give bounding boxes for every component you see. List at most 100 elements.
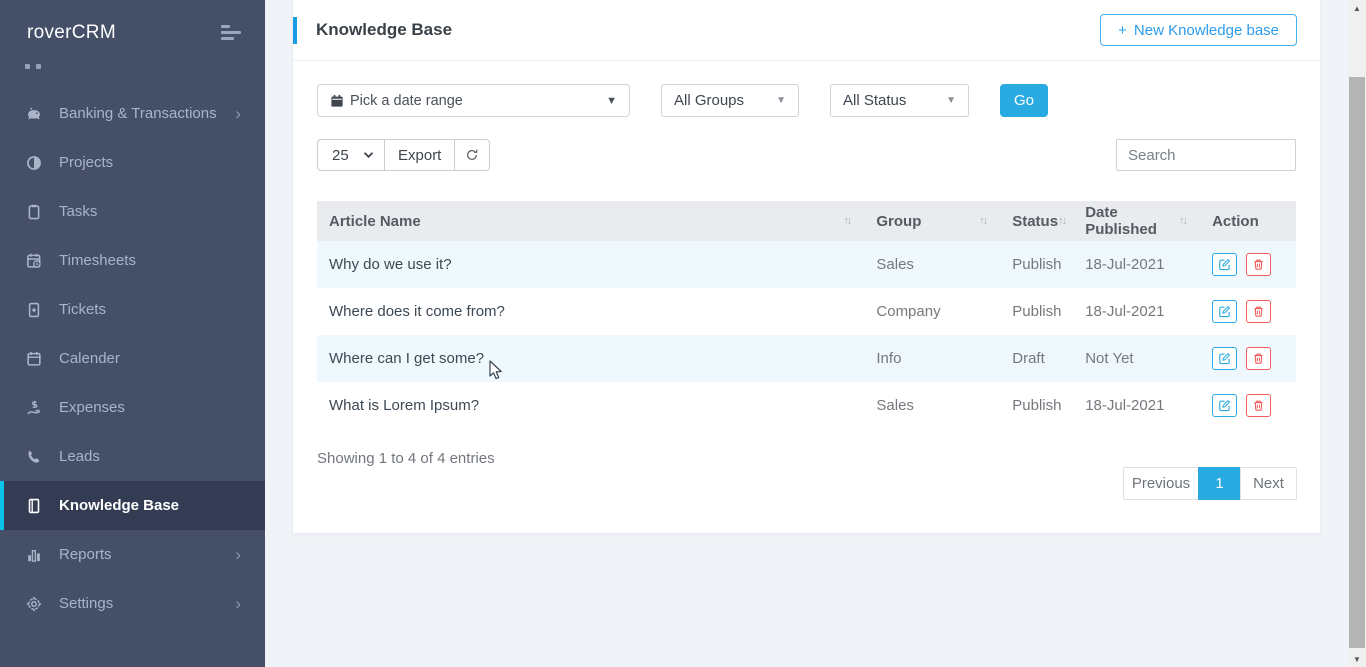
sidebar-item-label: Knowledge Base [59, 497, 180, 514]
column-header-date-published[interactable]: Date Published ↑↓ [1085, 204, 1188, 238]
caret-down-icon: ▼ [776, 95, 786, 106]
article-name-cell: Where does it come from? [329, 303, 505, 320]
page-size-value: 25 [332, 146, 349, 164]
scroll-down-icon[interactable]: ▼ [1353, 654, 1361, 664]
delete-button[interactable] [1246, 394, 1272, 417]
calendar-icon [25, 350, 43, 368]
sidebar-item-calender[interactable]: Calender [0, 334, 265, 383]
export-button[interactable]: Export [384, 139, 456, 171]
edit-button[interactable] [1212, 347, 1238, 370]
delete-button[interactable] [1246, 347, 1272, 370]
group-cell: Info [876, 350, 902, 367]
sort-icon[interactable]: ↑↓ [843, 215, 852, 227]
table-controls: 25 Export [293, 117, 1320, 171]
trash-icon [1254, 353, 1263, 364]
edit-button[interactable] [1212, 394, 1238, 417]
sidebar-item-label: Reports [59, 546, 112, 563]
chevron-down-icon [363, 152, 374, 159]
sidebar-item-settings[interactable]: Settings › [0, 579, 265, 628]
status-cell: Draft [1012, 350, 1045, 367]
sidebar-item-knowledge-base[interactable]: Knowledge Base [0, 481, 265, 530]
scrollbar-thumb[interactable] [1349, 77, 1365, 648]
status-cell: Publish [1012, 397, 1062, 414]
table-header-row: Article Name ↑↓ Group ↑↓ Status ↑↓ Date Pub… [317, 201, 1296, 241]
caret-down-icon: ▼ [946, 95, 956, 106]
sidebar-toggle-icon[interactable] [219, 25, 241, 41]
table-row: Where does it come from? Company Publish… [317, 288, 1296, 335]
delete-button[interactable] [1246, 253, 1272, 276]
search-input[interactable] [1116, 139, 1296, 171]
column-header-status[interactable]: Status ↑↓ [1012, 212, 1067, 230]
scroll-up-icon[interactable]: ▲ [1353, 3, 1361, 13]
sidebar-item-timesheets[interactable]: Timesheets [0, 236, 265, 285]
sidebar-item-tasks[interactable]: Tasks [0, 187, 265, 236]
caret-down-icon: ▼ [606, 94, 617, 107]
group-cell: Sales [876, 256, 914, 273]
plus-icon: + [1118, 21, 1127, 39]
vertical-scrollbar[interactable]: ▲ ▼ [1348, 0, 1366, 667]
sidebar-nav: Banking & Transactions › Projects Tasks … [0, 89, 265, 628]
date-published-cell: 18-Jul-2021 [1085, 397, 1165, 414]
group-cell: Sales [876, 397, 914, 414]
file-plus-icon [25, 301, 43, 319]
sort-icon[interactable]: ↑↓ [979, 215, 988, 227]
date-range-value: Pick a date range [350, 92, 463, 109]
gear-icon [25, 595, 43, 613]
knowledge-base-table: Article Name ↑↓ Group ↑↓ Status ↑↓ Date Pub… [317, 201, 1296, 429]
clipboard-icon [25, 203, 43, 221]
entries-summary: Showing 1 to 4 of 4 entries [317, 450, 495, 467]
column-header-action: Action [1212, 212, 1259, 230]
chevron-right-icon: › [235, 545, 241, 564]
edit-icon [1219, 259, 1231, 271]
clipped-menu-item [25, 64, 41, 69]
sidebar-item-banking-transactions[interactable]: Banking & Transactions › [0, 89, 265, 138]
edit-icon [1219, 353, 1231, 365]
edit-button[interactable] [1212, 300, 1238, 323]
delete-button[interactable] [1246, 300, 1272, 323]
refresh-button[interactable] [454, 139, 491, 171]
sidebar-item-label: Calender [59, 350, 120, 367]
sort-icon[interactable]: ↑↓ [1179, 215, 1188, 227]
table-tools-group: 25 Export [317, 139, 491, 171]
sidebar-item-expenses[interactable]: Expenses [0, 383, 265, 432]
calendar-icon [331, 94, 343, 107]
sidebar-item-label: Projects [59, 154, 114, 171]
new-knowledge-base-button[interactable]: + New Knowledge base [1100, 14, 1297, 46]
table-row: What is Lorem Ipsum? Sales Publish 18-Ju… [317, 382, 1296, 429]
sidebar-item-projects[interactable]: Projects [0, 138, 265, 187]
sidebar-item-label: Banking & Transactions [59, 105, 217, 122]
group-cell: Company [876, 303, 941, 320]
bar-chart-icon [25, 546, 43, 564]
sidebar-item-label: Timesheets [59, 252, 136, 269]
column-header-group[interactable]: Group ↑↓ [876, 212, 988, 230]
next-page-button[interactable]: Next [1240, 467, 1297, 500]
go-button[interactable]: Go [1000, 84, 1048, 117]
brand-logo: roverCRM [27, 22, 116, 43]
chevron-right-icon: › [235, 594, 241, 613]
date-range-picker[interactable]: Pick a date range ▼ [317, 84, 630, 117]
status-cell: Publish [1012, 256, 1062, 273]
sidebar-item-tickets[interactable]: Tickets [0, 285, 265, 334]
status-select[interactable]: All Status ▼ [830, 84, 969, 117]
edit-icon [1219, 306, 1231, 318]
edit-button[interactable] [1212, 253, 1238, 276]
calendar-clock-icon [25, 252, 43, 270]
sidebar-item-leads[interactable]: Leads [0, 432, 265, 481]
trash-icon [1254, 259, 1263, 270]
status-cell: Publish [1012, 303, 1062, 320]
page-size-select[interactable]: 25 [317, 139, 385, 171]
knowledge-base-card: Knowledge Base + New Knowledge base Pick … [293, 0, 1320, 533]
hand-dollar-icon [25, 399, 43, 417]
column-header-article-name[interactable]: Article Name ↑↓ [329, 212, 852, 230]
piggy-bank-icon [25, 105, 43, 123]
article-name-cell: Where can I get some? [329, 350, 485, 367]
page-number-button[interactable]: 1 [1198, 467, 1241, 500]
sort-icon[interactable]: ↑↓ [1058, 215, 1067, 227]
pagination: Previous 1 Next [1123, 467, 1297, 500]
page-title: Knowledge Base [316, 20, 453, 39]
sidebar-item-reports[interactable]: Reports › [0, 530, 265, 579]
previous-page-button[interactable]: Previous [1123, 467, 1199, 500]
groups-select[interactable]: All Groups ▼ [661, 84, 799, 117]
sidebar-item-label: Tickets [59, 301, 106, 318]
edit-icon [1219, 400, 1231, 412]
